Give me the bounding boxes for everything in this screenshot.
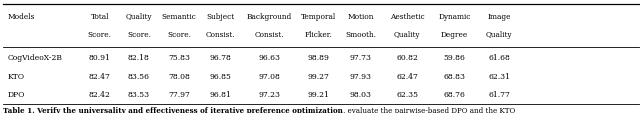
Text: 83.53: 83.53 <box>128 90 150 98</box>
Text: 97.73: 97.73 <box>350 54 372 62</box>
Text: Consist.: Consist. <box>255 31 284 38</box>
Text: Motion: Motion <box>348 12 374 20</box>
Text: 83.56: 83.56 <box>128 72 150 80</box>
Text: Table 1. Verify the universality and effectiveness of iterative preference optim: Table 1. Verify the universality and eff… <box>3 106 343 113</box>
Text: 96.85: 96.85 <box>209 72 231 80</box>
Text: Score.: Score. <box>88 31 112 38</box>
Text: 98.03: 98.03 <box>350 90 372 98</box>
Text: 59.86: 59.86 <box>444 54 465 62</box>
Text: Quality: Quality <box>125 12 152 20</box>
Text: 77.97: 77.97 <box>168 90 190 98</box>
Text: Smooth.: Smooth. <box>346 31 376 38</box>
Text: 75.83: 75.83 <box>168 54 190 62</box>
Text: Temporal: Temporal <box>300 12 336 20</box>
Text: 80.91: 80.91 <box>89 54 111 62</box>
Text: 60.82: 60.82 <box>396 54 418 62</box>
Text: Score.: Score. <box>167 31 191 38</box>
Text: Consist.: Consist. <box>205 31 235 38</box>
Text: 82.47: 82.47 <box>89 72 111 80</box>
Text: 97.23: 97.23 <box>259 90 280 98</box>
Text: 62.31: 62.31 <box>488 72 510 80</box>
Text: Quality: Quality <box>394 31 420 38</box>
Text: Dynamic: Dynamic <box>438 12 470 20</box>
Text: 62.47: 62.47 <box>396 72 418 80</box>
Text: Models: Models <box>8 12 35 20</box>
Text: Image: Image <box>488 12 511 20</box>
Text: 82.42: 82.42 <box>89 90 111 98</box>
Text: 62.35: 62.35 <box>396 90 418 98</box>
Text: Flicker.: Flicker. <box>304 31 332 38</box>
Text: CogVideoX-2B: CogVideoX-2B <box>8 54 63 62</box>
Text: 82.18: 82.18 <box>128 54 150 62</box>
Text: Subject: Subject <box>206 12 234 20</box>
Text: Quality: Quality <box>486 31 513 38</box>
Text: 78.08: 78.08 <box>168 72 190 80</box>
Text: DPO: DPO <box>8 90 25 98</box>
Text: KTO: KTO <box>8 72 25 80</box>
Text: Semantic: Semantic <box>162 12 196 20</box>
Text: 98.89: 98.89 <box>307 54 329 62</box>
Text: 68.83: 68.83 <box>444 72 465 80</box>
Text: 99.27: 99.27 <box>307 72 329 80</box>
Text: Score.: Score. <box>127 31 151 38</box>
Text: Aesthetic: Aesthetic <box>390 12 424 20</box>
Text: , evaluate the pairwise-based DPO and the KTO: , evaluate the pairwise-based DPO and th… <box>343 106 515 113</box>
Text: 61.77: 61.77 <box>488 90 510 98</box>
Text: 96.78: 96.78 <box>209 54 231 62</box>
Text: 96.63: 96.63 <box>259 54 280 62</box>
Text: Background: Background <box>247 12 292 20</box>
Text: 96.81: 96.81 <box>209 90 231 98</box>
Text: 97.08: 97.08 <box>259 72 280 80</box>
Text: 61.68: 61.68 <box>488 54 510 62</box>
Text: 68.76: 68.76 <box>444 90 465 98</box>
Text: 97.93: 97.93 <box>350 72 372 80</box>
Text: Degree: Degree <box>441 31 468 38</box>
Text: Total: Total <box>91 12 109 20</box>
Text: 99.21: 99.21 <box>307 90 329 98</box>
